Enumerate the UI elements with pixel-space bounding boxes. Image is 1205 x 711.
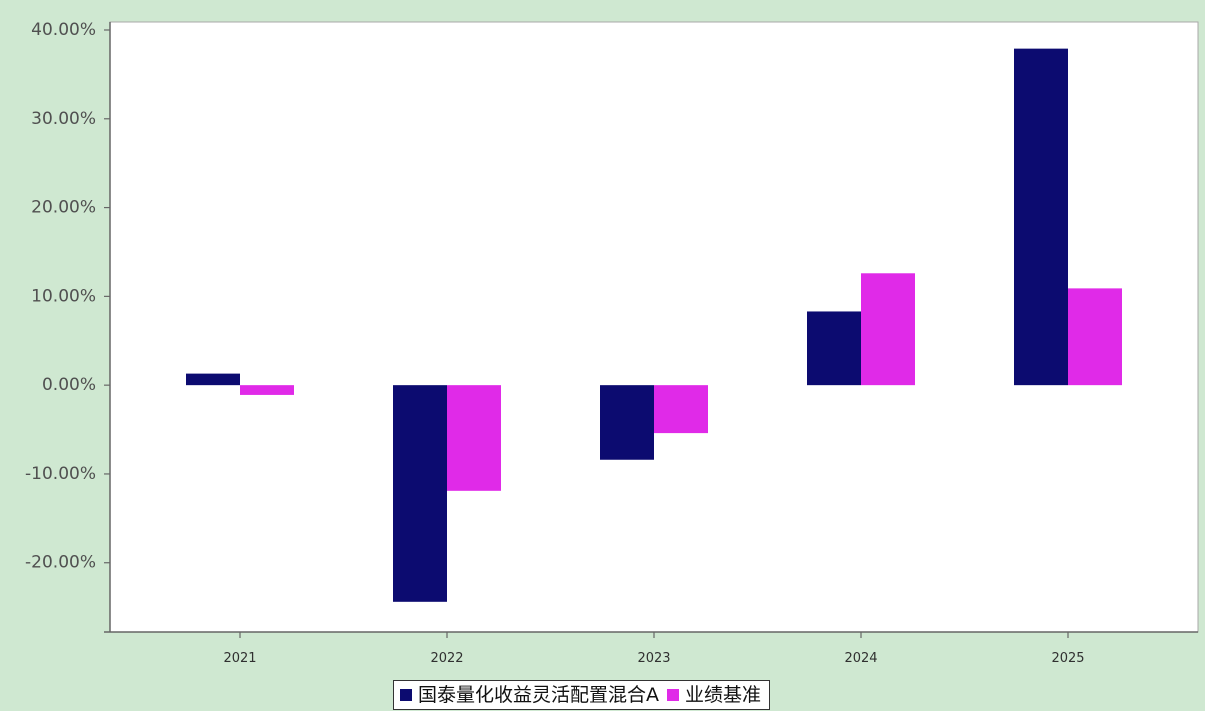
bar-2023-benchmark [654,385,708,434]
x-tick-label: 2021 [223,651,256,666]
legend-item-fund: 国泰量化收益灵活配置混合A [400,681,659,709]
bar-chart: 40.00% 30.00% 20.00% 10.00% 0.00% -10.00% -20.… [25,20,1199,666]
bar-2025-fund [1014,48,1068,386]
bar-2021-benchmark [240,385,294,395]
x-tick-label: 2022 [430,651,463,666]
legend-item-benchmark: 业绩基准 [667,681,761,709]
bar-2021-fund [186,373,240,386]
y-tick-label: -10.00% [25,464,96,484]
y-axis-ticks: 40.00% 30.00% 20.00% 10.00% 0.00% -10.00% -20.… [25,20,110,573]
legend-label-fund: 国泰量化收益灵活配置混合A [418,684,659,706]
y-tick-label: 30.00% [31,109,96,129]
x-tick-label: 2024 [844,651,877,666]
legend: 国泰量化收益灵活配置混合A 业绩基准 [393,680,771,710]
y-tick-label: 20.00% [31,198,96,218]
y-tick-label: 0.00% [42,375,96,395]
x-axis-ticks: 2021 2022 2023 2024 2025 [223,632,1085,666]
bars-group [186,48,1122,602]
bar-2024-benchmark [861,273,915,386]
x-tick-label: 2025 [1051,651,1084,666]
bar-2024-fund [807,311,861,386]
legend-swatch-fund [400,689,412,701]
bar-2023-fund [600,385,654,460]
y-tick-label: 10.00% [31,286,96,306]
legend-swatch-benchmark [667,689,679,701]
bar-2022-benchmark [447,385,501,491]
bar-2025-benchmark [1068,288,1122,386]
bar-2022-fund [393,385,447,602]
y-tick-label: 40.00% [31,20,96,40]
x-tick-label: 2023 [637,651,670,666]
y-tick-label: -20.00% [25,553,96,573]
legend-label-benchmark: 业绩基准 [685,684,762,706]
